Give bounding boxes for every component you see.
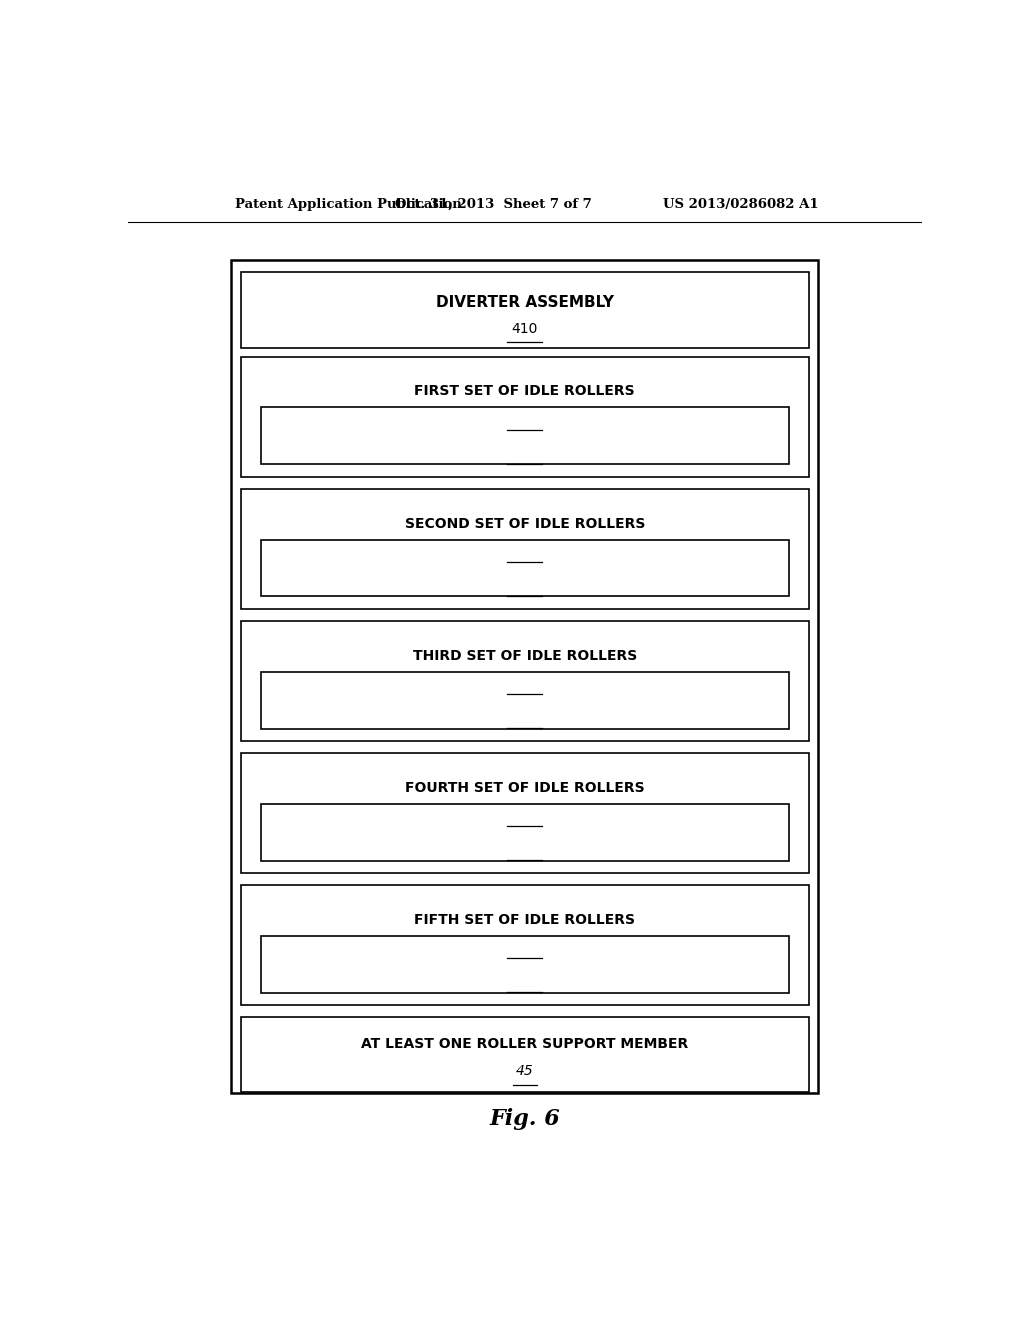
Text: 43c: 43c (512, 708, 538, 722)
Bar (260, 936, 790, 993)
Bar (260, 408, 790, 465)
Bar (260, 804, 790, 861)
Text: 45: 45 (516, 1064, 534, 1078)
Text: SECOND SET OF IDLE ROLLERS: SECOND SET OF IDLE ROLLERS (404, 516, 645, 531)
Bar (241, 1018, 809, 1093)
Bar (241, 272, 809, 348)
Text: 42b: 42b (512, 541, 538, 556)
Text: 43a: 43a (512, 444, 538, 458)
Text: 42d: 42d (512, 807, 538, 820)
Bar (260, 540, 790, 597)
Text: FOURTH LONGITUDINAL AXIS: FOURTH LONGITUDINAL AXIS (411, 818, 639, 833)
Text: 410: 410 (512, 322, 538, 335)
Bar (241, 488, 809, 609)
Text: 42c: 42c (512, 673, 538, 688)
Text: Fig. 6: Fig. 6 (489, 1107, 560, 1130)
Text: THIRD LONGITUDINAL AXIS: THIRD LONGITUDINAL AXIS (419, 686, 631, 701)
Bar (231, 260, 818, 1093)
Bar (241, 752, 809, 873)
Text: THIRD SET OF IDLE ROLLERS: THIRD SET OF IDLE ROLLERS (413, 648, 637, 663)
Text: Oct. 31, 2013  Sheet 7 of 7: Oct. 31, 2013 Sheet 7 of 7 (394, 198, 592, 211)
Bar (241, 356, 809, 477)
Text: US 2013/0286082 A1: US 2013/0286082 A1 (663, 198, 818, 211)
Bar (241, 620, 809, 741)
Text: 42a: 42a (512, 409, 538, 424)
Text: FIFTH LONGITUDINAL AXIS: FIFTH LONGITUDINAL AXIS (421, 950, 629, 965)
Bar (241, 886, 809, 1005)
Text: Patent Application Publication: Patent Application Publication (236, 198, 462, 211)
Text: 43d: 43d (512, 840, 538, 854)
Text: FIRST SET OF IDLE ROLLERS: FIRST SET OF IDLE ROLLERS (415, 384, 635, 399)
Text: FOURTH SET OF IDLE ROLLERS: FOURTH SET OF IDLE ROLLERS (404, 780, 645, 795)
Text: DIVERTER ASSEMBLY: DIVERTER ASSEMBLY (436, 296, 613, 310)
Text: 43e: 43e (512, 973, 538, 986)
Text: FIRST LONGITUDINAL AXIS: FIRST LONGITUDINAL AXIS (421, 422, 629, 436)
Bar (260, 672, 790, 729)
Text: AT LEAST ONE ROLLER SUPPORT MEMBER: AT LEAST ONE ROLLER SUPPORT MEMBER (361, 1038, 688, 1051)
Text: 42e: 42e (512, 939, 538, 952)
Text: 43b: 43b (512, 576, 538, 590)
Text: SECOND LONGITUDINAL AXIS: SECOND LONGITUDINAL AXIS (411, 554, 639, 568)
Text: FIFTH SET OF IDLE ROLLERS: FIFTH SET OF IDLE ROLLERS (415, 913, 635, 927)
